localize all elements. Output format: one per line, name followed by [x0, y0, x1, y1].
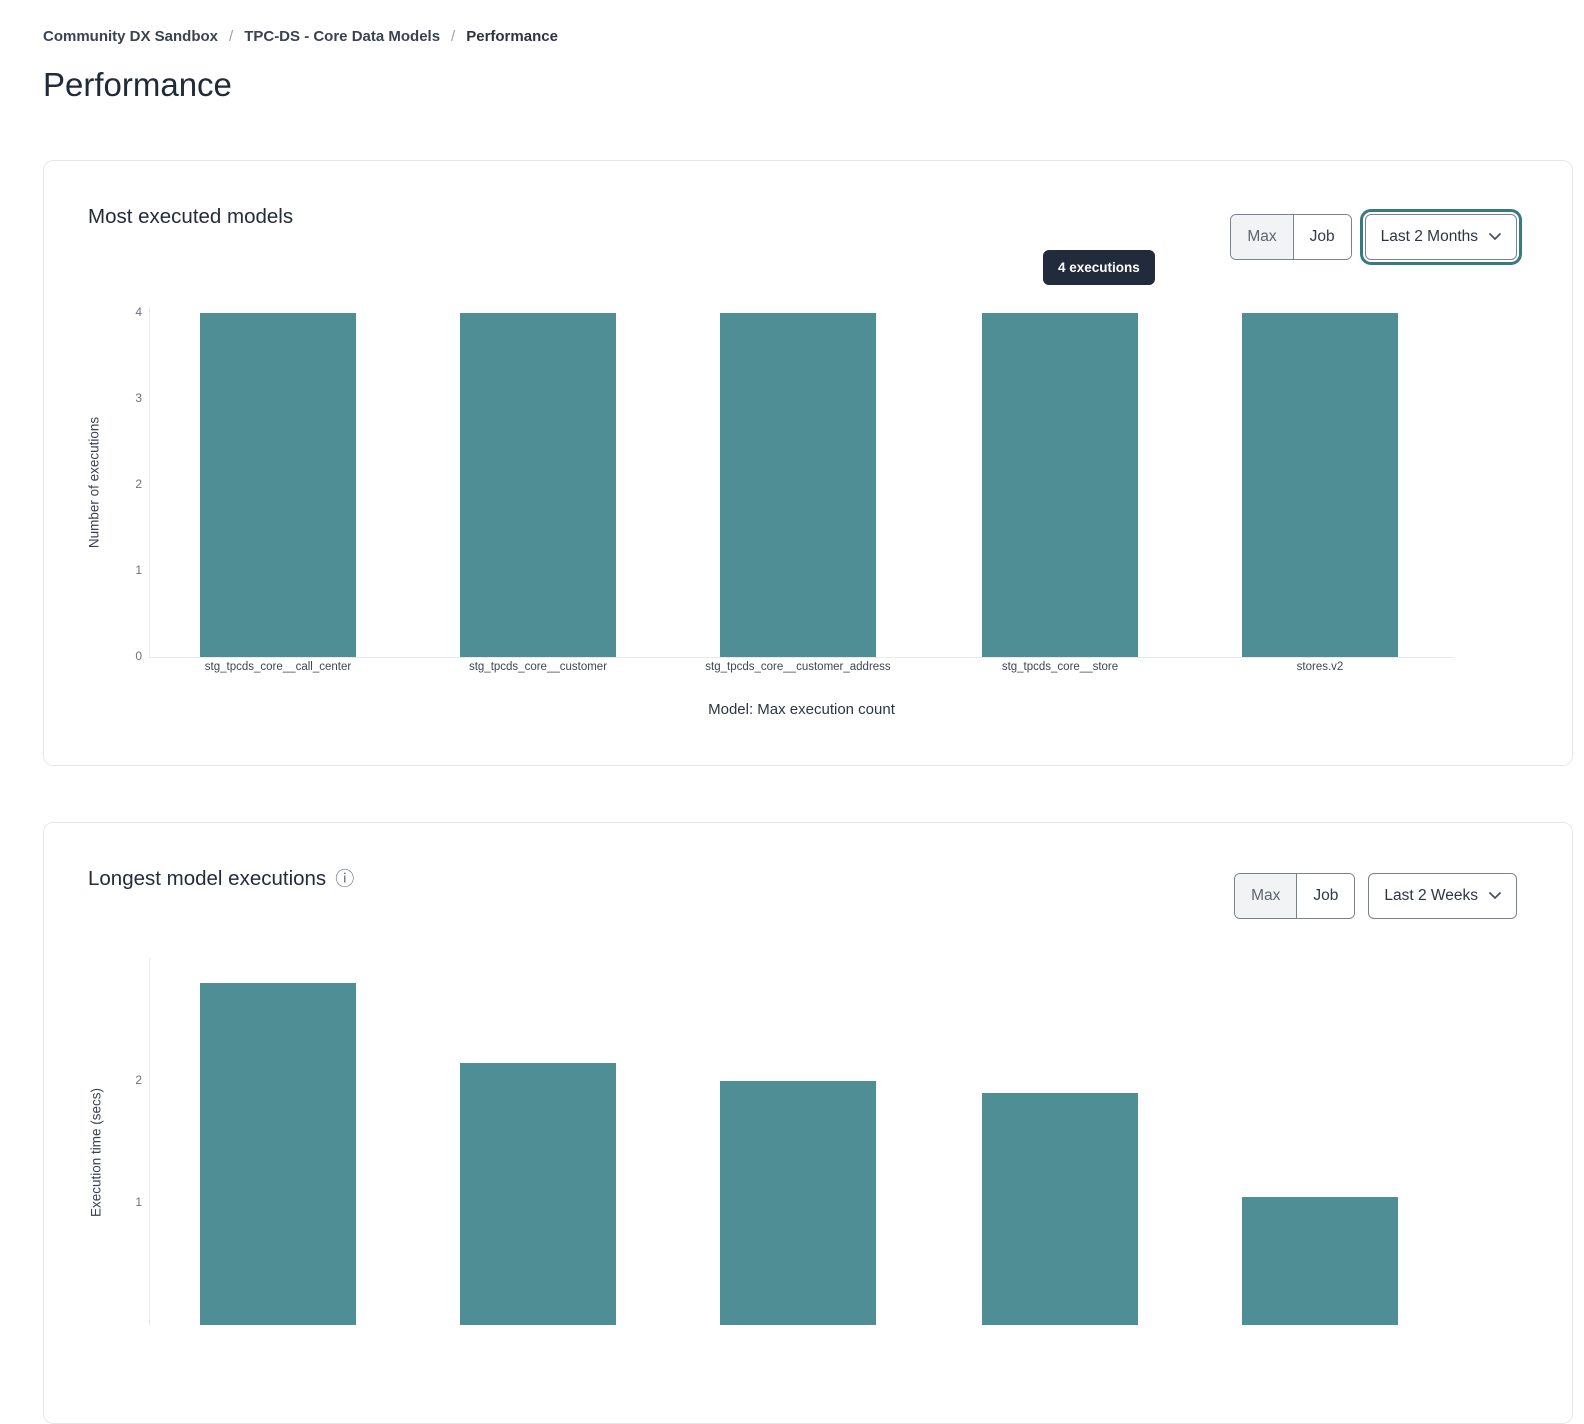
y-tick-label: 4	[135, 305, 142, 319]
max-job-toggle: Max Job	[1230, 214, 1352, 260]
longest-model-executions-chart: Execution time (secs) 1 2	[44, 823, 1572, 1423]
bar[interactable]	[982, 1093, 1138, 1325]
y-tick-label: 3	[135, 391, 142, 405]
card-title: Most executed models	[88, 205, 293, 229]
period-dropdown-value: Last 2 Months	[1380, 228, 1478, 245]
performance-page: { "breadcrumb": { "separator": "/", "ite…	[43, 28, 1573, 1424]
card-title: Longest model executions ⓘ	[88, 867, 354, 891]
x-tick-label: stg_tpcds_core__call_center	[204, 661, 352, 673]
y-tick-label: 0	[135, 649, 142, 663]
period-dropdown-value: Last 2 Weeks	[1384, 887, 1478, 904]
x-tick-label: stg_tpcds_core__customer	[468, 661, 608, 673]
x-tick-label: stores.v2	[1296, 661, 1344, 673]
max-job-toggle: Max Job	[1234, 873, 1356, 919]
breadcrumb-item-account[interactable]: Community DX Sandbox	[43, 28, 219, 45]
x-axis-line	[149, 657, 1454, 658]
toggle-job-button[interactable]: Job	[1293, 215, 1351, 259]
y-axis-label: Number of executions	[86, 416, 102, 549]
x-axis-title: Model: Max execution count	[708, 701, 895, 718]
x-tick-label: stg_tpcds_core__customer_address	[705, 661, 891, 673]
toggle-max-button[interactable]: Max	[1235, 874, 1298, 918]
bar[interactable]	[720, 313, 876, 657]
bar[interactable]	[200, 313, 356, 657]
bar[interactable]	[460, 1062, 616, 1325]
y-tick-label: 1	[135, 563, 142, 577]
toggle-max-button[interactable]: Max	[1231, 215, 1294, 259]
bar[interactable]	[720, 1081, 876, 1325]
toggle-job-button[interactable]: Job	[1297, 874, 1355, 918]
y-tick-label: 2	[135, 1073, 142, 1087]
bar[interactable]	[982, 313, 1138, 657]
card-title-text: Most executed models	[88, 205, 294, 228]
info-icon[interactable]: ⓘ	[335, 868, 355, 890]
longest-model-executions-card: Longest model executions ⓘ Max Job Last …	[43, 822, 1573, 1424]
chevron-down-icon	[1489, 233, 1501, 241]
breadcrumb-separator: /	[229, 28, 234, 45]
bar[interactable]	[1242, 1196, 1398, 1325]
card-title-text: Longest model executions	[88, 867, 327, 890]
bar-hover-tooltip: 4 executions	[1043, 250, 1155, 285]
y-tick-label: 1	[135, 1195, 142, 1209]
breadcrumb-item-project[interactable]: TPC-DS - Core Data Models	[244, 28, 441, 45]
y-axis-line	[149, 308, 150, 657]
chevron-down-icon	[1489, 892, 1501, 900]
bar[interactable]	[200, 983, 356, 1325]
y-axis-line	[149, 958, 150, 1325]
period-dropdown[interactable]: Last 2 Months	[1364, 214, 1517, 260]
period-dropdown[interactable]: Last 2 Weeks	[1368, 873, 1517, 919]
breadcrumb: Community DX Sandbox / TPC-DS - Core Dat…	[43, 28, 558, 45]
chart-controls: Max Job Last 2 Weeks	[1234, 873, 1517, 919]
y-tick-label: 2	[135, 477, 142, 491]
breadcrumb-separator: /	[451, 28, 456, 45]
chart-controls: Max Job Last 2 Months	[1230, 214, 1517, 260]
y-axis-label: Execution time (secs)	[88, 1087, 104, 1218]
bar[interactable]	[1242, 313, 1398, 657]
x-tick-label: stg_tpcds_core__store	[1001, 661, 1119, 673]
most-executed-models-card: Most executed models Max Job Last 2 Mont…	[43, 160, 1573, 766]
page-title: Performance	[43, 66, 232, 103]
most-executed-models-chart: Number of executions Model: Max executio…	[44, 161, 1572, 765]
bar[interactable]	[460, 313, 616, 657]
breadcrumb-item-current: Performance	[466, 28, 558, 45]
